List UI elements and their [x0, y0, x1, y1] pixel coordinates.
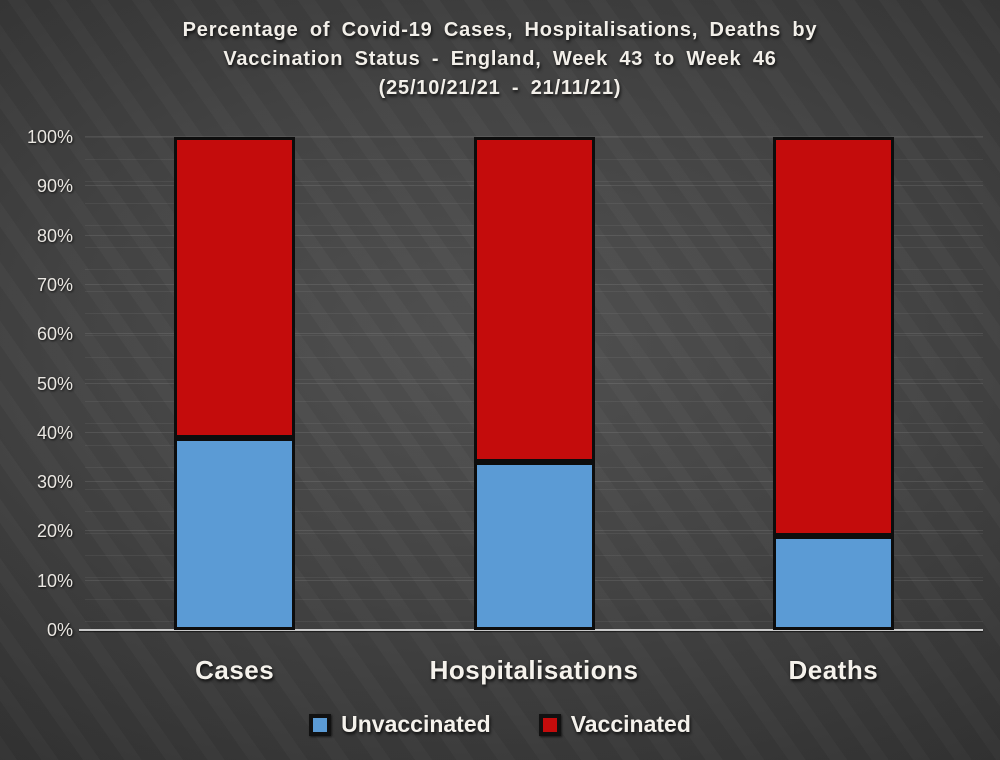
legend-swatch-vaccinated: [538, 713, 561, 736]
y-tick-label-60: 60%: [36, 324, 73, 345]
legend-item-vaccinated: Vaccinated: [538, 711, 691, 738]
y-tick-label-30: 30%: [36, 472, 73, 493]
bar-hospitalisations-unvaccinated: [473, 462, 595, 630]
y-tick-label-10: 10%: [36, 570, 73, 591]
y-tick-label-20: 20%: [36, 521, 73, 542]
gridline-100: [85, 136, 983, 137]
x-axis-line: [79, 629, 983, 631]
x-category-label-deaths: Deaths: [788, 655, 879, 685]
chart-title-line-2: Vaccination Status - England, Week 43 to…: [223, 48, 777, 70]
chart-title-line-3: (25/10/21/21 - 21/11/21): [378, 77, 622, 99]
chart-title-line-1: Percentage of Covid-19 Cases, Hospitalis…: [182, 19, 818, 41]
y-tick-label-80: 80%: [36, 225, 73, 246]
y-tick-label-50: 50%: [36, 373, 73, 394]
bar-deaths-unvaccinated: [772, 536, 894, 630]
chart-title: Percentage of Covid-19 Cases, Hospitalis…: [0, 16, 1000, 103]
y-tick-label-100: 100%: [26, 127, 73, 147]
y-tick-label-70: 70%: [36, 274, 73, 295]
legend-label-unvaccinated: Unvaccinated: [341, 711, 491, 737]
bar-deaths-vaccinated: [772, 137, 894, 537]
bar-cases-unvaccinated: [174, 437, 296, 630]
legend-swatch-unvaccinated: [309, 713, 332, 736]
y-tick-label-40: 40%: [36, 422, 73, 443]
bar-cases-vaccinated: [174, 137, 296, 438]
x-category-label-cases: Cases: [195, 655, 275, 685]
y-tick-label-90: 90%: [36, 176, 73, 197]
legend: Unvaccinated Vaccinated: [0, 711, 1000, 738]
bar-hospitalisations-vaccinated: [473, 137, 595, 463]
plot-area: [79, 136, 983, 631]
legend-item-unvaccinated: Unvaccinated: [309, 711, 491, 738]
y-tick-label-0: 0%: [46, 620, 73, 640]
x-category-label-hospitalisations: Hospitalisations: [429, 655, 639, 685]
legend-label-vaccinated: Vaccinated: [570, 711, 691, 737]
